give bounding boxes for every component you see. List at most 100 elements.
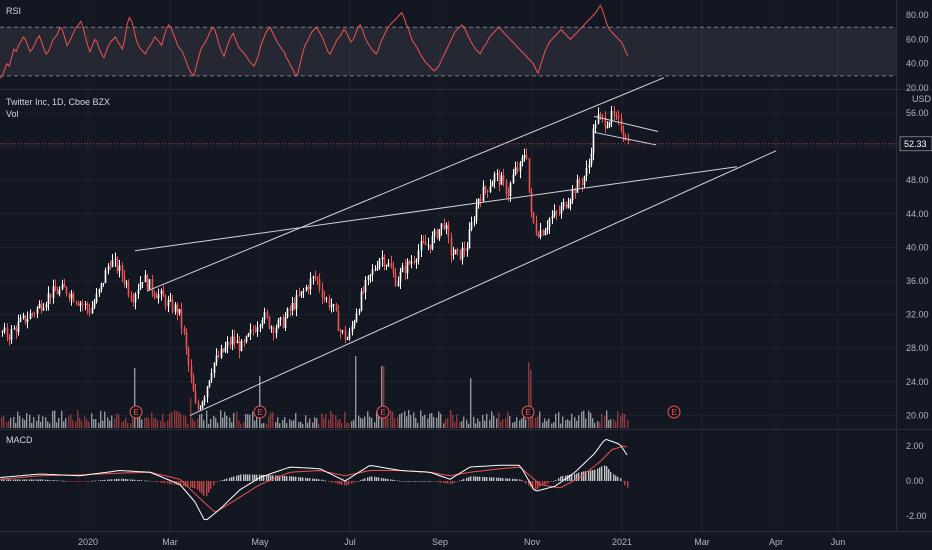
candle-body bbox=[167, 300, 170, 307]
earnings-marker-label: E bbox=[133, 408, 138, 417]
macd-histogram-bar bbox=[546, 481, 548, 484]
macd-histogram-bar bbox=[153, 481, 155, 482]
macd-histogram-bar bbox=[346, 481, 348, 486]
symbol-title[interactable]: Twitter Inc, 1D, Cboe BZX bbox=[6, 97, 111, 107]
macd-histogram-bar bbox=[125, 479, 127, 481]
volume-bar bbox=[293, 419, 295, 428]
macd-histogram-bar bbox=[574, 474, 576, 481]
volume-bar bbox=[187, 423, 189, 428]
volume-bar bbox=[431, 413, 433, 428]
candle-body bbox=[512, 174, 515, 184]
volume-bar bbox=[6, 422, 8, 428]
macd-histogram-bar bbox=[279, 475, 281, 481]
macd-histogram-bar bbox=[493, 477, 495, 481]
candle-body bbox=[484, 186, 487, 191]
volume-bar bbox=[130, 423, 132, 428]
macd-histogram-bar bbox=[610, 471, 612, 481]
volume-bar bbox=[482, 414, 484, 428]
macd-histogram-bar bbox=[597, 468, 599, 481]
candle-body bbox=[174, 304, 177, 312]
candle-body bbox=[238, 340, 241, 352]
macd-histogram-bar bbox=[348, 481, 350, 485]
candle-body bbox=[528, 158, 531, 193]
macd-histogram-bar bbox=[38, 479, 40, 481]
candle-body bbox=[236, 340, 239, 344]
volume-bar bbox=[65, 418, 67, 428]
volume-bar bbox=[77, 410, 79, 428]
candle-body bbox=[321, 288, 324, 298]
candle-body bbox=[302, 290, 305, 292]
macd-histogram-bar bbox=[500, 477, 502, 481]
candle-body bbox=[229, 341, 232, 345]
time-tick-label: May bbox=[251, 537, 269, 547]
macd-histogram-bar bbox=[381, 477, 383, 481]
candle-body bbox=[392, 267, 395, 273]
volume-bar bbox=[592, 418, 594, 428]
candle-body bbox=[233, 336, 236, 344]
candle-body bbox=[139, 282, 142, 290]
candle-body bbox=[597, 114, 600, 124]
macd-histogram-bar bbox=[164, 481, 166, 484]
candle-body bbox=[496, 173, 499, 175]
macd-histogram-bar bbox=[256, 474, 258, 481]
macd-histogram-bar bbox=[624, 481, 626, 486]
candle-body bbox=[208, 380, 211, 387]
volume-bar bbox=[31, 422, 33, 428]
time-tick-label: Sep bbox=[432, 537, 448, 547]
volume-bar bbox=[461, 421, 463, 428]
candle-body bbox=[309, 278, 312, 290]
volume-bar bbox=[197, 418, 199, 428]
candle-body bbox=[286, 308, 289, 318]
candle-body bbox=[544, 230, 547, 236]
macd-histogram-bar bbox=[335, 481, 337, 484]
volume-bar bbox=[422, 416, 424, 428]
volume-bar bbox=[298, 422, 300, 428]
candle-body bbox=[521, 157, 524, 163]
volume-bar bbox=[42, 416, 44, 428]
volume-bar bbox=[507, 411, 509, 428]
volume-bar bbox=[523, 416, 525, 428]
volume-bar bbox=[454, 421, 456, 428]
volume-bar bbox=[121, 422, 123, 428]
candle-body bbox=[210, 373, 213, 381]
candle-body bbox=[613, 110, 616, 116]
volume-bar bbox=[180, 413, 182, 428]
candle-body bbox=[348, 331, 351, 339]
candle-body bbox=[63, 284, 66, 288]
volume-bar bbox=[220, 410, 222, 428]
candle-body bbox=[486, 190, 489, 192]
candle-body bbox=[417, 250, 420, 261]
candle-body bbox=[369, 274, 372, 277]
volume-bar bbox=[627, 420, 629, 428]
volume-bar bbox=[571, 413, 573, 428]
trendline bbox=[134, 166, 738, 252]
volume-bar bbox=[599, 422, 601, 428]
volume-bar bbox=[617, 411, 619, 428]
macd-histogram-bar bbox=[104, 479, 106, 481]
macd-histogram-bar bbox=[424, 481, 426, 482]
volume-bar bbox=[353, 419, 355, 428]
volume-bar bbox=[493, 415, 495, 428]
candle-body bbox=[180, 308, 183, 328]
volume-bar bbox=[125, 417, 127, 428]
volume-bar bbox=[624, 414, 626, 428]
macd-histogram-bar bbox=[450, 481, 452, 485]
macd-histogram-bar bbox=[238, 475, 240, 481]
macd-histogram-bar bbox=[210, 481, 212, 489]
candle-body bbox=[519, 162, 522, 172]
macd-histogram-bar bbox=[509, 478, 511, 481]
candle-body bbox=[45, 303, 48, 308]
macd-histogram-bar bbox=[498, 477, 500, 481]
candle-body bbox=[305, 286, 308, 291]
volume-bar bbox=[339, 418, 341, 428]
volume-bar bbox=[26, 413, 28, 428]
candle-body bbox=[401, 266, 404, 272]
volume-bar bbox=[496, 418, 498, 428]
macd-histogram-bar bbox=[52, 480, 54, 481]
volume-bar bbox=[22, 418, 24, 428]
macd-histogram-bar bbox=[247, 474, 249, 481]
volume-bar bbox=[335, 415, 337, 428]
volume-bar bbox=[95, 419, 97, 428]
candle-body bbox=[385, 265, 388, 267]
